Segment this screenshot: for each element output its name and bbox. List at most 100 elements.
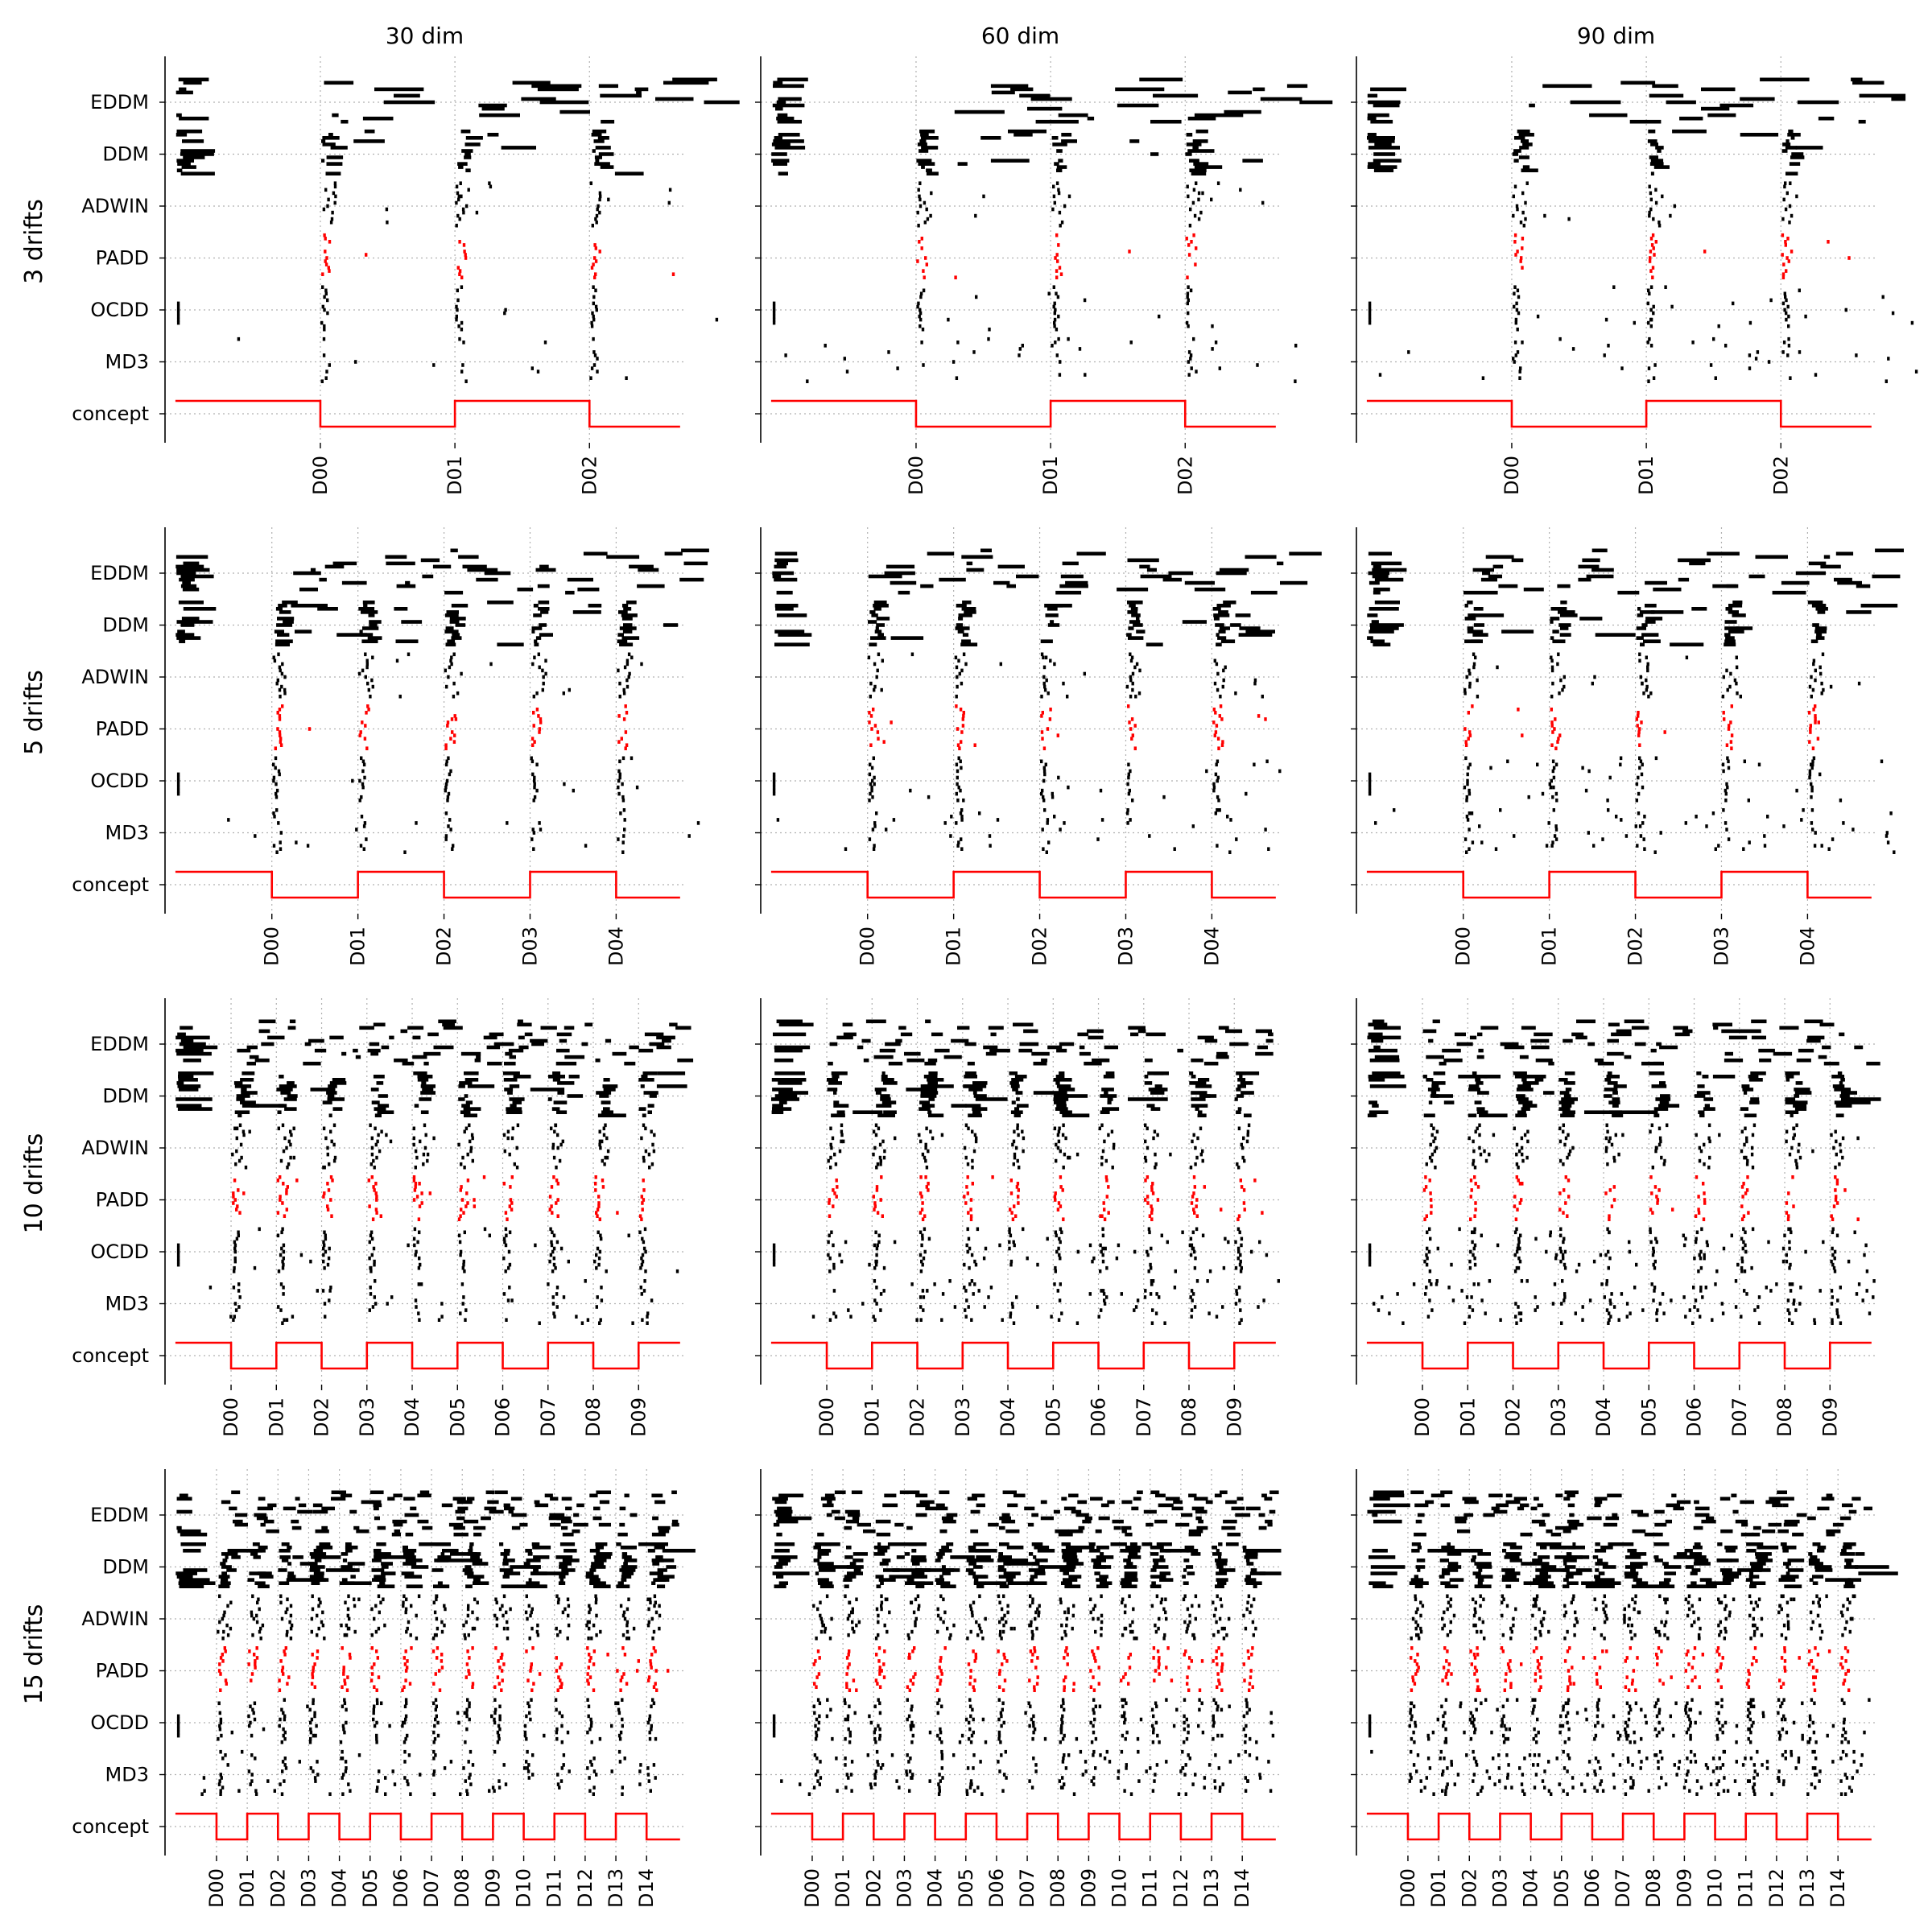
detection-mark <box>869 762 872 767</box>
detection-mark <box>834 1162 838 1166</box>
detection-mark <box>966 1249 969 1254</box>
detection-mark <box>1144 1058 1153 1063</box>
detection-mark <box>329 1129 332 1134</box>
detection-mark <box>1054 1269 1057 1274</box>
detection-mark <box>1010 1211 1013 1215</box>
detection-mark <box>959 759 962 764</box>
detection-mark <box>956 684 959 689</box>
x-tick-label: D08 <box>1178 1397 1200 1437</box>
detection-mark <box>1059 1110 1072 1114</box>
detection-mark <box>890 636 924 640</box>
detection-mark <box>1552 775 1556 780</box>
detection-mark <box>1010 87 1034 92</box>
detection-mark <box>1637 791 1641 796</box>
detection-mark <box>989 1048 1010 1053</box>
detection-mark <box>1201 1233 1205 1238</box>
detection-mark <box>916 210 919 215</box>
detection-mark <box>620 737 623 741</box>
detection-mark <box>601 1110 613 1114</box>
detection-mark <box>774 1048 803 1053</box>
detection-mark <box>922 363 925 367</box>
detection-mark <box>1785 1259 1789 1264</box>
detection-mark <box>466 1201 469 1205</box>
detection-mark <box>319 577 327 582</box>
detection-mark <box>1526 1139 1530 1144</box>
detection-mark <box>1744 1113 1757 1117</box>
detection-mark <box>642 1179 645 1183</box>
detection-mark <box>1757 1305 1760 1309</box>
detection-mark <box>1127 791 1131 796</box>
detection-mark <box>277 1305 280 1309</box>
detection-mark <box>1430 1123 1433 1128</box>
detection-mark <box>590 324 594 328</box>
detection-mark <box>623 607 632 611</box>
detection-mark <box>1468 1305 1472 1309</box>
detection-mark <box>869 681 873 686</box>
detection-mark <box>590 1565 606 1569</box>
detection-mark <box>584 844 588 848</box>
detection-mark <box>1199 1094 1211 1098</box>
detection-mark <box>1191 1058 1203 1063</box>
detection-mark <box>1058 1236 1061 1241</box>
detection-mark <box>831 1136 835 1141</box>
detection-mark <box>1040 694 1043 699</box>
detection-mark <box>1513 233 1517 237</box>
detection-mark <box>658 1529 670 1534</box>
detection-mark <box>1655 1240 1658 1245</box>
detection-mark <box>1235 1289 1238 1293</box>
detection-mark <box>622 1610 626 1615</box>
detection-mark <box>444 668 447 673</box>
detection-mark <box>1703 1162 1706 1166</box>
detection-mark <box>772 785 776 790</box>
detection-mark <box>406 1626 409 1631</box>
detection-mark <box>1117 103 1159 108</box>
detection-mark <box>322 1195 325 1199</box>
detection-mark <box>1691 1321 1695 1325</box>
detection-mark <box>1835 1311 1839 1315</box>
detection-mark <box>333 181 337 185</box>
detection-mark <box>920 1208 924 1212</box>
detection-marks <box>175 1019 694 1325</box>
detection-mark <box>374 1552 391 1556</box>
detection-mark <box>885 1042 901 1046</box>
detection-mark <box>1649 1230 1652 1235</box>
detection-mark <box>624 1493 630 1498</box>
detection-mark <box>1126 633 1132 637</box>
detection-mark <box>1787 133 1801 137</box>
detection-mark <box>1707 113 1736 118</box>
detection-mark <box>590 266 594 270</box>
detection-mark <box>1189 1071 1194 1075</box>
detection-mark <box>564 1026 575 1030</box>
detection-mark <box>1214 730 1218 734</box>
detection-mark <box>458 240 461 244</box>
detection-mark <box>274 756 278 761</box>
detection-mark <box>1785 269 1788 273</box>
detection-mark <box>538 730 541 734</box>
detection-mark <box>1739 694 1742 699</box>
detection-mark <box>1515 308 1519 312</box>
detection-mark <box>1425 1214 1428 1218</box>
detection-mark <box>449 620 460 624</box>
detection-mark <box>365 837 368 841</box>
detection-mark <box>1017 1133 1020 1137</box>
detection-mark <box>1026 1256 1029 1261</box>
detection-mark <box>1128 1026 1146 1030</box>
detection-mark <box>1101 1233 1105 1238</box>
detection-mark <box>1488 1279 1492 1283</box>
detection-mark <box>451 847 454 851</box>
detection-mark <box>1056 733 1059 737</box>
detection-mark <box>1652 1298 1655 1302</box>
detection-marks <box>771 77 1333 383</box>
detection-mark <box>1088 1292 1092 1296</box>
detection-mark <box>1235 837 1238 841</box>
detection-mark <box>535 1629 539 1634</box>
detection-mark <box>1041 711 1044 715</box>
detection-mark <box>503 1240 506 1245</box>
detection-mark <box>320 379 324 383</box>
detection-mark <box>919 317 923 322</box>
detection-mark <box>1645 684 1649 689</box>
detection-mark <box>361 782 365 786</box>
detection-mark <box>530 366 534 370</box>
detection-mark <box>1763 834 1766 838</box>
